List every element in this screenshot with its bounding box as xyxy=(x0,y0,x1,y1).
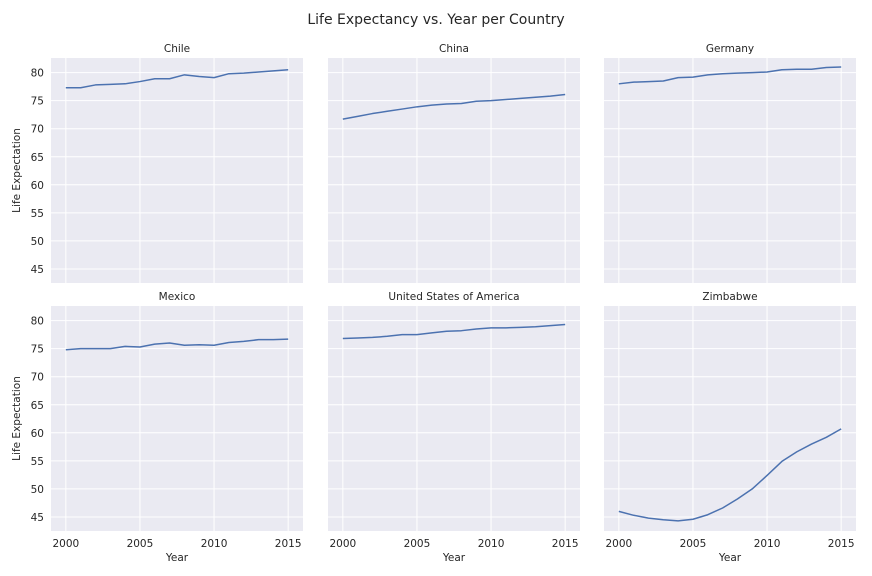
x-tick-label: 2015 xyxy=(275,538,302,550)
panel-title: Germany xyxy=(706,43,754,55)
series-line-china xyxy=(342,93,566,120)
x-tick-label: 2010 xyxy=(201,538,228,550)
y-axis-label: Life Expectation xyxy=(11,128,23,213)
panel-zimbabwe: Zimbabwe 2000 2005 2010 2015 Year xyxy=(604,291,856,564)
panel-chile: Chile 45 50 55 60 65 70 75 80 Life Expectation xyxy=(11,43,303,283)
panel-united-states-of-america: United States of America 2000 2005 2010 2015… xyxy=(328,291,580,564)
panel-title: China xyxy=(439,43,469,55)
y-tick-label: 65 xyxy=(31,152,44,164)
x-axis-label: Year xyxy=(165,552,189,564)
y-tick-label: 45 xyxy=(31,512,44,524)
y-axis-label: Life Expectation xyxy=(11,376,23,461)
panel-title: Zimbabwe xyxy=(702,291,757,303)
y-tick-label: 75 xyxy=(31,96,44,108)
x-axis-label: Year xyxy=(718,552,742,564)
series-line-united-states-of-america xyxy=(342,323,566,340)
panel-title: Mexico xyxy=(159,291,196,303)
y-tick-label: 75 xyxy=(31,344,44,356)
y-tick-label: 60 xyxy=(31,428,44,440)
series-line-zimbabwe xyxy=(618,428,842,522)
x-tick-label: 2005 xyxy=(127,538,154,550)
x-tick-label: 2000 xyxy=(52,538,79,550)
x-axis-label: Year xyxy=(442,552,466,564)
y-tick-label: 45 xyxy=(31,264,44,276)
y-tick-label: 60 xyxy=(31,180,44,192)
y-tick-label: 80 xyxy=(31,316,44,328)
figure-title: Life Expectancy vs. Year per Country xyxy=(307,12,564,28)
y-tick-label: 70 xyxy=(31,372,44,384)
x-tick-label: 2015 xyxy=(828,538,855,550)
y-tick-label: 50 xyxy=(31,484,44,496)
series-line-chile xyxy=(65,69,289,89)
x-tick-label: 2005 xyxy=(404,538,431,550)
y-tick-label: 55 xyxy=(31,208,44,220)
panel-mexico: Mexico 45 50 55 60 65 70 75 80 Life Expectation 20… xyxy=(11,291,303,564)
y-tick-label: 70 xyxy=(31,124,44,136)
x-tick-label: 2010 xyxy=(478,538,505,550)
x-tick-label: 2015 xyxy=(552,538,579,550)
panel-china: China xyxy=(328,43,580,283)
y-tick-label: 65 xyxy=(31,400,44,412)
series-line-mexico xyxy=(65,338,289,351)
y-tick-label: 55 xyxy=(31,456,44,468)
x-tick-label: 2000 xyxy=(605,538,632,550)
y-tick-label: 80 xyxy=(31,68,44,80)
panel-background xyxy=(51,58,303,283)
panel-title: United States of America xyxy=(388,291,519,303)
panel-background xyxy=(604,58,856,283)
panel-title: Chile xyxy=(164,43,190,55)
x-tick-label: 2000 xyxy=(329,538,356,550)
series-line-germany xyxy=(618,66,842,85)
y-tick-label: 50 xyxy=(31,236,44,248)
panel-background xyxy=(328,306,580,531)
panel-background xyxy=(604,306,856,531)
panel-background xyxy=(328,58,580,283)
panel-germany: Germany xyxy=(604,43,856,283)
x-tick-label: 2005 xyxy=(680,538,707,550)
x-tick-label: 2010 xyxy=(754,538,781,550)
